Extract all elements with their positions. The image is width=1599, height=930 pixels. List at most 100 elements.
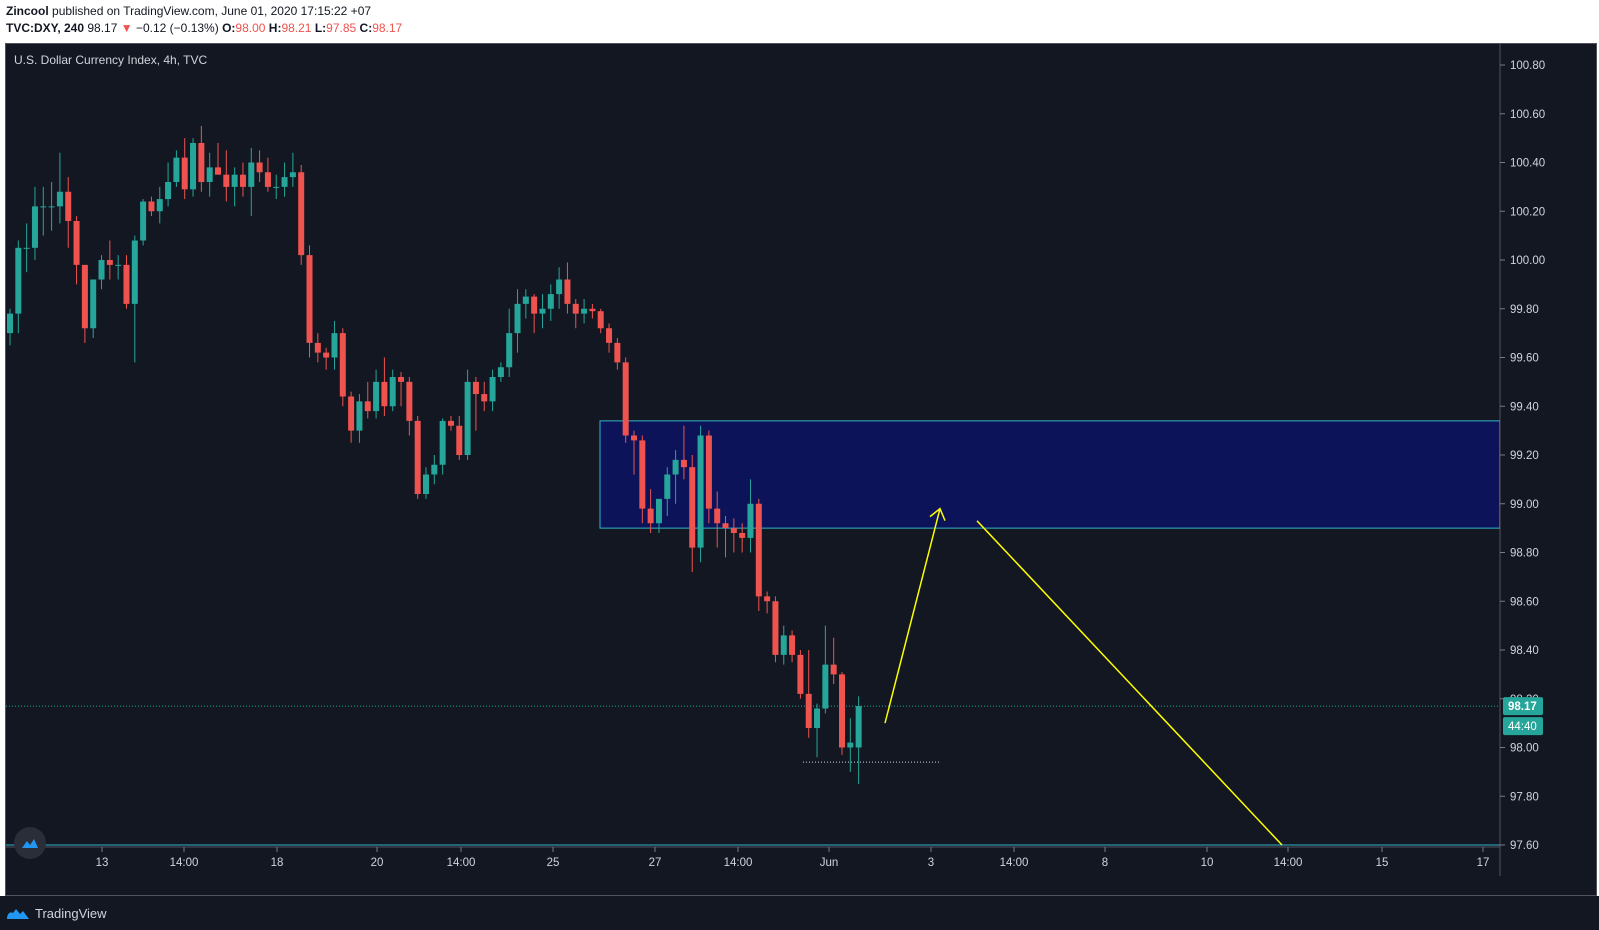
candle-body — [564, 279, 571, 304]
candle-body — [398, 377, 405, 382]
low-value: 97.85 — [326, 21, 357, 35]
time-axis-label: 18 — [271, 857, 284, 869]
footer-brand[interactable]: TradingView — [6, 904, 107, 922]
candle-body — [506, 333, 513, 368]
candle-body — [289, 172, 296, 178]
candle-body — [822, 664, 829, 709]
candle-body — [797, 654, 804, 694]
open-value: 98.00 — [235, 21, 266, 35]
candle-body — [98, 260, 105, 280]
candle-body — [56, 191, 63, 207]
time-axis-label: 14:00 — [447, 857, 476, 869]
candle-body — [339, 333, 346, 397]
candle-body — [364, 401, 371, 412]
candle-body — [323, 352, 330, 358]
candle-body — [23, 247, 30, 249]
price-axis-label: 98.80 — [1510, 548, 1539, 560]
candle-body — [140, 201, 147, 241]
price-axis-label: 99.00 — [1510, 499, 1539, 511]
candle-body — [248, 162, 255, 187]
time-axis-label: 8 — [1102, 857, 1108, 869]
candle-body — [306, 255, 313, 343]
footer-brand-text: TradingView — [35, 905, 107, 921]
candle-body — [148, 201, 155, 212]
candle-body — [173, 157, 180, 182]
candle-body — [81, 264, 88, 329]
candle-body — [730, 528, 737, 533]
projection-up-line — [884, 508, 941, 724]
countdown-label: 44:40 — [1508, 721, 1537, 733]
time-axis-label: 14:00 — [1274, 857, 1303, 869]
candle-body — [589, 308, 596, 312]
candle-body — [689, 467, 696, 548]
candle-body — [15, 247, 22, 314]
author-name[interactable]: Zincool — [6, 4, 49, 18]
symbol-ohlc-line: TVC:DXY, 240 98.17 ▼ −0.12 (−0.13%) O:98… — [6, 21, 402, 36]
time-axis-label: 3 — [928, 857, 934, 869]
candle-body — [298, 172, 305, 256]
candle-body — [839, 674, 845, 748]
candle-body — [855, 706, 862, 748]
countdown-tag — [1503, 717, 1543, 736]
price-axis-label: 98.60 — [1510, 596, 1539, 608]
candle-body — [314, 342, 321, 353]
candle-body — [772, 601, 779, 655]
time-axis-label: 20 — [371, 857, 384, 869]
tradingview-logo-icon — [7, 909, 29, 919]
time-axis-label: 14:00 — [724, 857, 753, 869]
time-axis-label: 17 — [1477, 857, 1490, 869]
candle-body — [814, 708, 821, 728]
candle-body — [165, 182, 172, 200]
candle-body — [739, 533, 746, 538]
candle-body — [447, 420, 454, 426]
price-axis-label: 99.60 — [1510, 353, 1539, 365]
publish-header: Zincool published on TradingView.com, Ju… — [0, 0, 1599, 42]
tradingview-cloud-icon — [22, 839, 38, 848]
high-value: 98.21 — [281, 21, 312, 35]
candle-body — [356, 401, 363, 431]
candle-body — [597, 311, 604, 329]
current-price-tag — [1503, 697, 1543, 716]
candle-body — [497, 367, 504, 377]
candle-body — [514, 303, 521, 334]
last-price: 98.17 — [87, 21, 118, 35]
candle-body — [7, 313, 13, 334]
candle-body — [40, 206, 47, 208]
candle-body — [805, 693, 812, 728]
candle-body — [123, 264, 130, 304]
time-axis-label: 14:00 — [170, 857, 199, 869]
candle-body — [764, 596, 771, 602]
candle-body — [830, 664, 837, 675]
candle-body — [639, 440, 646, 509]
plot-group — [6, 125, 1500, 846]
time-axis-label: 13 — [96, 857, 109, 869]
price-axis-label: 100.20 — [1510, 206, 1545, 218]
low-label: L: — [314, 21, 327, 35]
candle-body — [331, 333, 338, 358]
candle-body — [714, 508, 721, 524]
candle-body — [847, 742, 854, 748]
price-axis-label: 100.00 — [1510, 255, 1545, 267]
candle-body — [622, 362, 629, 436]
candle-body — [705, 435, 712, 509]
price-axis-label: 97.60 — [1510, 840, 1539, 852]
tradingview-logo-button[interactable] — [14, 827, 46, 859]
candle-body — [156, 199, 163, 212]
price-axis-label: 99.80 — [1510, 304, 1539, 316]
candle-body — [489, 377, 496, 402]
candle-body — [273, 186, 280, 188]
candle-body — [539, 308, 546, 314]
price-change: −0.12 (−0.13%) — [135, 21, 219, 35]
high-label: H: — [268, 21, 282, 35]
candle-body — [406, 381, 413, 421]
publish-text: published on TradingView.com, June 01, 2… — [52, 4, 372, 18]
candle-body — [747, 503, 754, 538]
price-axis-label: 100.40 — [1510, 158, 1545, 170]
candle-body — [215, 167, 221, 175]
candle-body — [547, 294, 554, 309]
symbol-label: TVC:DXY, 240 — [6, 21, 85, 35]
candle-body — [464, 381, 471, 455]
candle-body — [65, 191, 72, 221]
price-axis-label: 98.40 — [1510, 645, 1539, 657]
